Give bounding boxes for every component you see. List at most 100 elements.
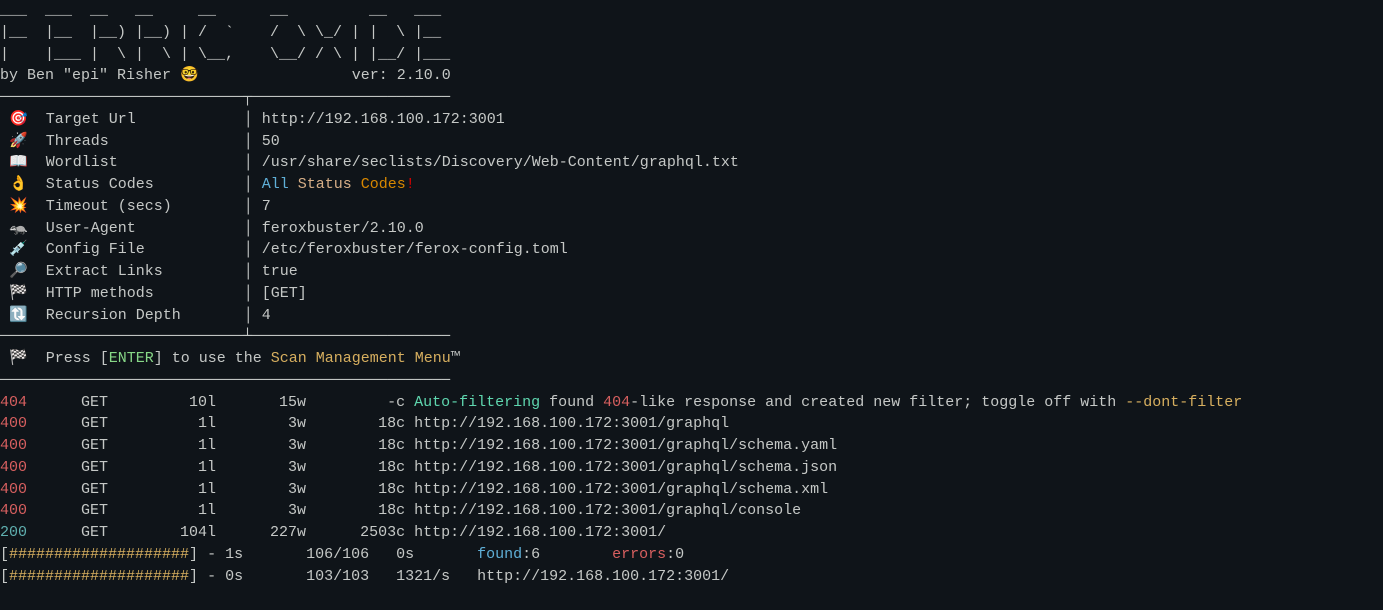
config-row-label: Config File	[46, 239, 244, 261]
result-line-body: GET 10l 15w -c	[27, 394, 414, 411]
config-row: 🔎 Extract Links │ true	[0, 261, 1383, 283]
pipe-separator: │	[244, 152, 262, 174]
config-row-icon: 👌	[0, 174, 46, 196]
result-line-body: GET 1l 3w 18c	[27, 502, 414, 519]
config-row-icon: 🔃	[0, 305, 46, 327]
terminal-output: ___ ___ __ __ __ __ __ ___ |__ |__ |__) …	[0, 0, 1383, 587]
status-bang-text: !	[406, 174, 415, 196]
result-line: 400 GET 1l 3w 18c http://192.168.100.172…	[0, 435, 1383, 457]
result-line: 200 GET 104l 227w 2503c http://192.168.1…	[0, 522, 1383, 544]
progress-time: - 0s 103/103 1321/s	[198, 568, 477, 585]
result-line-body: GET 1l 3w 18c	[27, 415, 414, 432]
config-row-icon: 💉	[0, 239, 46, 261]
config-row-label: Wordlist	[46, 152, 244, 174]
config-row-label: Extract Links	[46, 261, 244, 283]
result-line: 400 GET 1l 3w 18c http://192.168.100.172…	[0, 479, 1383, 501]
progress-bar: ####################	[9, 568, 189, 585]
config-row-label: Threads	[46, 131, 244, 153]
flag-icon: 🏁	[9, 350, 28, 367]
errors-label: errors	[612, 546, 666, 563]
bracket-open: [	[0, 568, 9, 585]
byline: by Ben "epi" Risher 🤓 ver: 2.10.0	[0, 65, 1383, 87]
divider-top: ───────────────────────────┬────────────…	[0, 87, 1383, 109]
config-row: 🦡 User-Agent │ feroxbuster/2.10.0	[0, 218, 1383, 240]
config-row-icon: 🚀	[0, 131, 46, 153]
found-value: :6	[522, 546, 612, 563]
result-url: http://192.168.100.172:3001/	[414, 524, 666, 541]
pipe-separator: │	[244, 174, 262, 196]
http-status-code: 400	[0, 502, 27, 519]
config-row-label: User-Agent	[46, 218, 244, 240]
result-url: http://192.168.100.172:3001/graphql/cons…	[414, 502, 801, 519]
config-row-label: Recursion Depth	[46, 305, 244, 327]
config-row: 📖 Wordlist │ /usr/share/seclists/Discove…	[0, 152, 1383, 174]
result-line: 400 GET 1l 3w 18c http://192.168.100.172…	[0, 500, 1383, 522]
result-line: 400 GET 1l 3w 18c http://192.168.100.172…	[0, 413, 1383, 435]
filter-404-code: 404	[603, 394, 630, 411]
http-status-code: 400	[0, 481, 27, 498]
filter-mid1: found	[540, 394, 603, 411]
http-status-code: 400	[0, 415, 27, 432]
progress-line: [####################] - 1s 106/106 0s f…	[0, 544, 1383, 566]
scan-prompt[interactable]: 🏁 Press [ENTER] to use the Scan Manageme…	[0, 348, 1383, 370]
results-section: 404 GET 10l 15w -c Auto-filtering found …	[0, 392, 1383, 544]
errors-value: :0	[666, 546, 684, 563]
pipe-separator: │	[244, 261, 262, 283]
config-row: 💉 Config File │ /etc/feroxbuster/ferox-c…	[0, 239, 1383, 261]
config-row-value: feroxbuster/2.10.0	[262, 218, 424, 240]
config-row-label: Timeout (secs)	[46, 196, 244, 218]
result-url: http://192.168.100.172:3001/graphql/sche…	[414, 481, 828, 498]
config-row: 💥 Timeout (secs) │ 7	[0, 196, 1383, 218]
filter-mid2: -like response and created new filter; t…	[630, 394, 1125, 411]
progress-time: - 1s 106/106 0s	[198, 546, 477, 563]
config-row: 👌 Status Codes │ All Status Codes!	[0, 174, 1383, 196]
progress-url: http://192.168.100.172:3001/	[477, 568, 729, 585]
config-section: 🎯 Target Url │ http://192.168.100.172:30…	[0, 109, 1383, 327]
result-url: http://192.168.100.172:3001/graphql/sche…	[414, 459, 837, 476]
config-row: 🏁 HTTP methods │ [GET]	[0, 283, 1383, 305]
pipe-separator: │	[244, 109, 262, 131]
config-row-label: HTTP methods	[46, 283, 244, 305]
pipe-separator: │	[244, 131, 262, 153]
config-row-value: /etc/feroxbuster/ferox-config.toml	[262, 239, 568, 261]
result-url: http://192.168.100.172:3001/graphql	[414, 415, 729, 432]
pipe-separator: │	[244, 305, 262, 327]
pipe-separator: │	[244, 283, 262, 305]
config-row-icon: 🏁	[0, 283, 46, 305]
http-status-code: 404	[0, 394, 27, 411]
result-line-body: GET 1l 3w 18c	[27, 481, 414, 498]
http-status-code: 400	[0, 459, 27, 476]
enter-key-label: ENTER	[109, 350, 154, 367]
result-url: http://192.168.100.172:3001/graphql/sche…	[414, 437, 837, 454]
config-row-icon: 🦡	[0, 218, 46, 240]
divider-mid: ───────────────────────────┴────────────…	[0, 326, 1383, 348]
nerd-emoji-icon: 🤓	[180, 65, 199, 87]
config-row-icon: 💥	[0, 196, 46, 218]
config-row-value: http://192.168.100.172:3001	[262, 109, 505, 131]
http-status-code: 400	[0, 437, 27, 454]
config-row-value: 4	[262, 305, 271, 327]
found-label: found	[477, 546, 522, 563]
dont-filter-flag: --dont-filter	[1125, 394, 1242, 411]
config-row: 🚀 Threads │ 50	[0, 131, 1383, 153]
config-row-icon: 🔎	[0, 261, 46, 283]
ascii-banner: ___ ___ __ __ __ __ __ ___ |__ |__ |__) …	[0, 0, 1383, 65]
config-row-value: /usr/share/seclists/Discovery/Web-Conten…	[262, 152, 739, 174]
status-all-text: All	[262, 174, 298, 196]
pipe-separator: │	[244, 239, 262, 261]
config-row-label: Target Url	[46, 109, 244, 131]
result-line-body: GET 1l 3w 18c	[27, 459, 414, 476]
result-line-body: GET 1l 3w 18c	[27, 437, 414, 454]
config-row-icon: 🎯	[0, 109, 46, 131]
config-row-value: 7	[262, 196, 271, 218]
progress-section: [####################] - 1s 106/106 0s f…	[0, 544, 1383, 588]
config-row-value: true	[262, 261, 298, 283]
result-line: 404 GET 10l 15w -c Auto-filtering found …	[0, 392, 1383, 414]
config-row-value: [GET]	[262, 283, 307, 305]
status-status-text: Status	[298, 174, 361, 196]
config-row: 🔃 Recursion Depth │ 4	[0, 305, 1383, 327]
config-row-value: 50	[262, 131, 280, 153]
auto-filtering-text: Auto-filtering	[414, 394, 540, 411]
scan-management-menu-label: Scan Management Menu	[271, 350, 451, 367]
progress-bar: ####################	[9, 546, 189, 563]
